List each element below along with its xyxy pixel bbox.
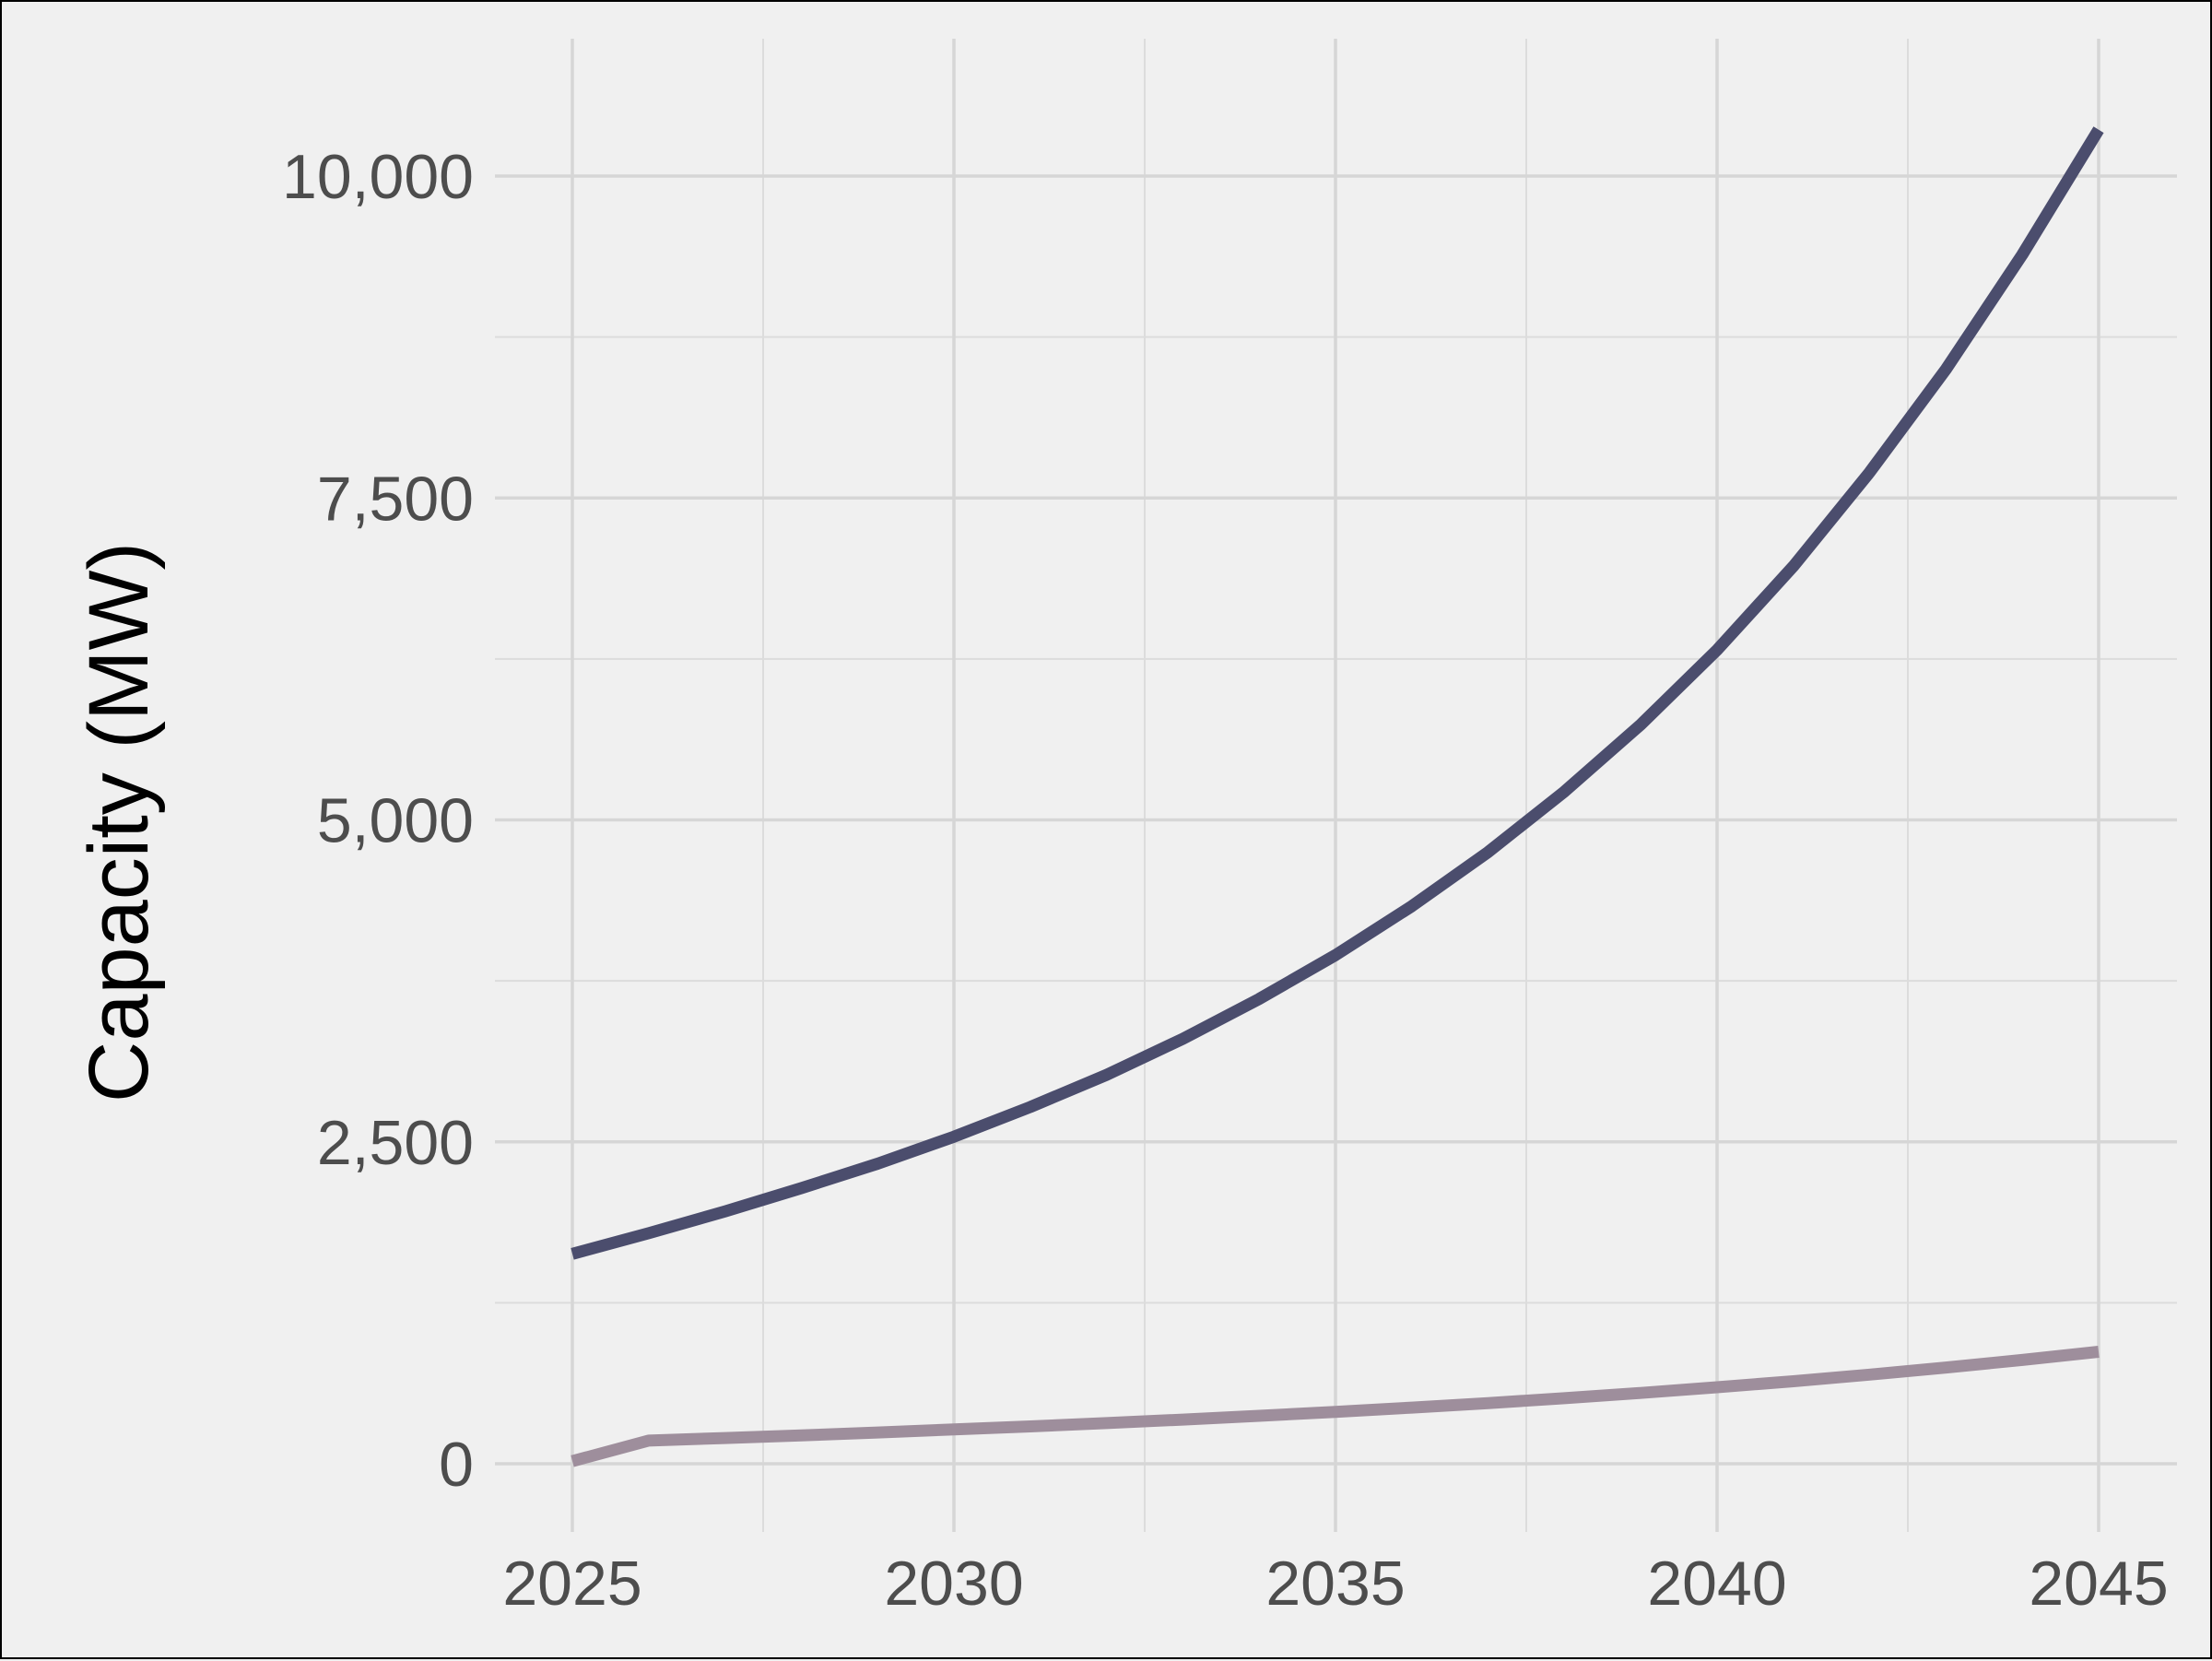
x-tick-label: 2025	[502, 1549, 641, 1619]
x-tick-label: 2045	[2029, 1549, 2168, 1619]
x-tick-labels: 2025 2030 2035 2040 2045	[502, 1549, 2168, 1619]
x-tick-label: 2035	[1265, 1549, 1405, 1619]
y-tick-label: 7,500	[317, 464, 474, 534]
x-tick-label: 2040	[1647, 1549, 1786, 1619]
y-tick-label: 2,500	[317, 1108, 474, 1178]
major-gridlines	[495, 39, 2177, 1532]
series-line-2	[571, 1346, 2100, 1467]
y-tick-label: 0	[439, 1430, 474, 1500]
y-tick-label: 5,000	[317, 786, 474, 856]
series-line-1	[571, 126, 2104, 1260]
y-tick-label: 10,000	[282, 142, 474, 212]
y-tick-labels: 0 2,500 5,000 7,500 10,000	[282, 142, 474, 1500]
series-lines	[571, 126, 2104, 1467]
y-axis-title: Capacity (MW)	[72, 542, 166, 1102]
x-tick-label: 2030	[884, 1549, 1023, 1619]
